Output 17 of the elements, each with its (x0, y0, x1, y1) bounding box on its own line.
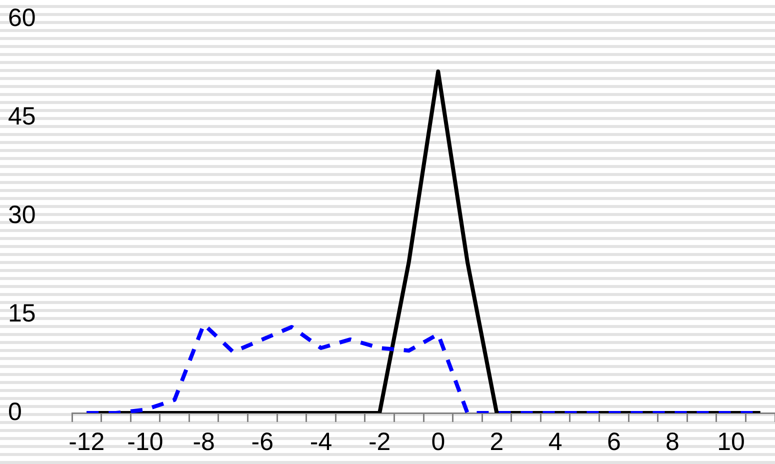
x-tick-label: 8 (666, 428, 680, 456)
x-tick-label: -2 (368, 428, 391, 456)
x-tick-label: -8 (192, 428, 215, 456)
x-tick-label: -10 (127, 428, 164, 456)
x-tick-label: -4 (310, 428, 332, 456)
x-tick-label: 4 (548, 428, 562, 456)
y-tick-label: 0 (8, 398, 22, 426)
x-tick-label: 2 (490, 428, 504, 456)
x-tick-label: 6 (606, 428, 621, 456)
x-tick-label: -12 (68, 428, 105, 456)
y-tick-label: 60 (8, 4, 36, 32)
x-tick-label: 0 (431, 428, 446, 456)
y-tick-label: 45 (8, 102, 36, 130)
y-tick-label: 15 (8, 299, 36, 328)
x-tick-label: -6 (251, 428, 274, 456)
y-tick-label: 30 (8, 200, 36, 229)
x-tick-label: 10 (717, 428, 745, 456)
